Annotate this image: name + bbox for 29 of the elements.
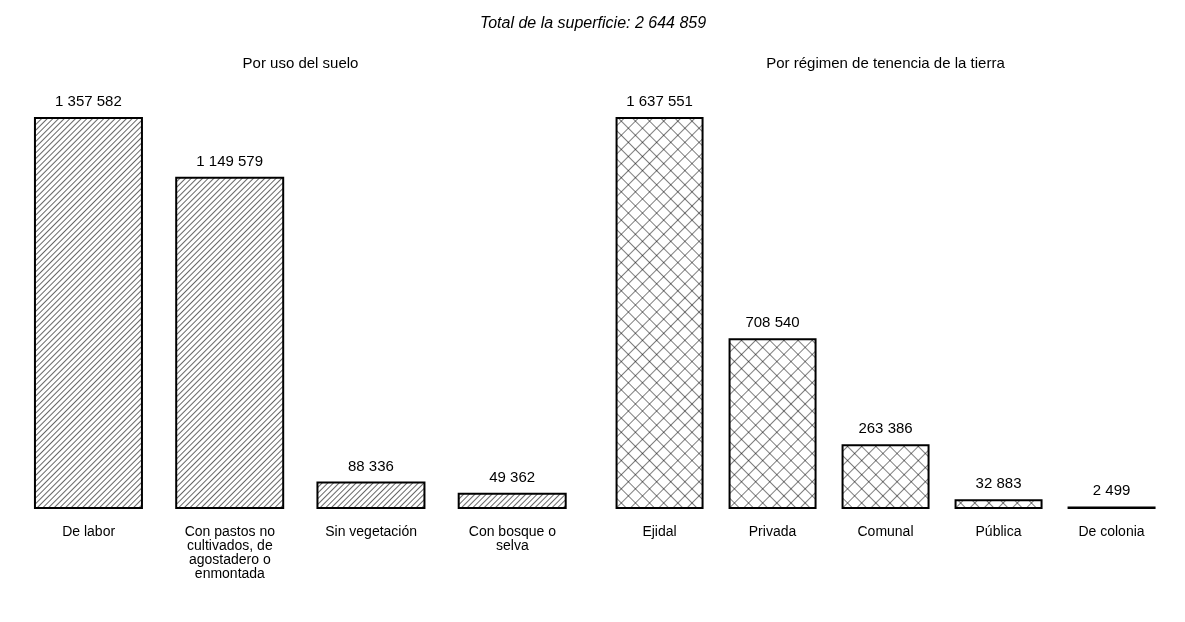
data-label: 708 540 [745, 313, 800, 331]
text: Total de la superficie: 2 644 859 [478, 13, 708, 33]
x-tick-label: Sin vegetación [325, 522, 418, 539]
x-tick-label: Con bosque o selva [468, 522, 557, 553]
bar [841, 444, 930, 509]
chart-title: Por régimen de tenencia de la tierra [765, 54, 1006, 73]
x-tick-label: De labor [62, 522, 116, 539]
bar [316, 481, 426, 509]
chart-title: Por uso del suelo [241, 54, 360, 73]
data-label: 32 883 [975, 474, 1022, 492]
data-label: 1 149 579 [196, 151, 264, 169]
x-tick-label: Comunal [857, 522, 914, 539]
bar [615, 117, 704, 509]
data-label: 2 499 [1092, 481, 1131, 499]
bar [728, 338, 817, 509]
x-tick-label: De colonia [1078, 522, 1145, 539]
data-label: 49 362 [489, 467, 536, 485]
x-tick-label: Privada [748, 522, 797, 539]
bar [457, 492, 567, 509]
x-tick-label: Ejidal [642, 522, 677, 539]
data-label: 263 386 [858, 419, 913, 437]
x-tick-label: Con pastos no cultivados, de agostadero o enmontada [184, 522, 276, 581]
x-tick-label: Pública [975, 522, 1022, 539]
data-label: 1 637 551 [626, 92, 693, 109]
bar [175, 176, 285, 509]
bar [954, 499, 1043, 509]
data-label: 88 336 [348, 456, 394, 474]
data-label: 1 357 582 [55, 92, 122, 109]
bar [33, 117, 143, 509]
